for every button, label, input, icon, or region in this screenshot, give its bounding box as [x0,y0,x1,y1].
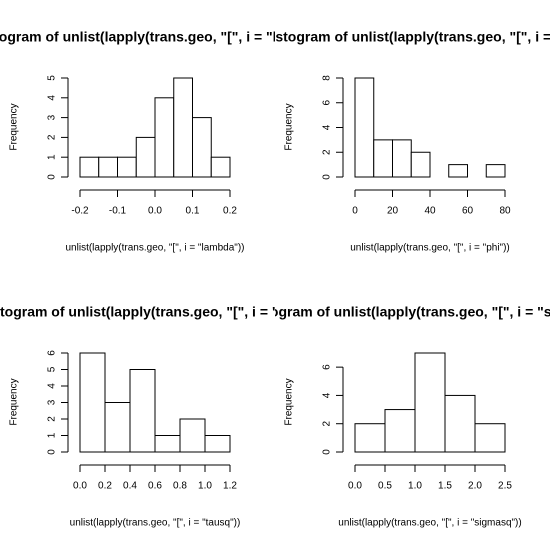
bar [173,77,193,178]
bar [204,435,231,453]
x-tick-label: 80 [499,206,511,217]
x-tick-label: -0.2 [71,206,89,217]
x-tick-label: 0.4 [123,481,137,492]
x-tick-label: 2.5 [498,481,512,492]
x-tick-label: 0.8 [173,481,187,492]
y-tick-label: 0 [47,174,58,180]
bar [179,418,206,453]
bar [104,402,131,453]
bar [414,352,446,453]
x-tick-label: 0.5 [378,481,392,492]
x-tick-label: 0 [352,206,358,217]
x-tick-label: 0.2 [98,481,112,492]
y-axis-title: Frequency [284,103,295,150]
x-tick-label: 20 [387,206,399,217]
x-tick-label: 1.5 [438,481,452,492]
chart-title: Histogram of unlist(lapply(trans.geo, "[… [0,29,338,45]
bar [129,369,156,453]
y-tick-label: 4 [322,392,333,398]
panel: 0 20 40 60 80 0 2 4 6 8 unlist(lapply(trans.geo, "… [261,29,550,254]
y-tick-label: 0 [47,449,58,455]
bar [373,139,393,178]
y-tick-label: 2 [322,149,333,155]
y-axis-title: Frequency [284,378,295,425]
y-tick-label: 2 [47,134,58,140]
bar [384,409,416,453]
y-tick-label: 1 [47,154,58,160]
y-tick-label: 2 [47,416,58,422]
bar [410,151,431,178]
bar [444,394,476,453]
bar [79,352,106,453]
chart-title: Histogram of unlist(lapply(trans.geo, "[… [0,304,332,320]
bar [79,156,100,178]
x-tick-label: 2.0 [468,481,482,492]
x-axis-title: unlist(lapply(trans.geo, "[", i = "lambd… [66,243,245,254]
y-tick-label: 6 [47,350,58,356]
bar [154,97,175,178]
x-axis-title: unlist(lapply(trans.geo, "[", i = "sigma… [338,518,521,529]
y-tick-label: 0 [322,449,333,455]
x-tick-label: 40 [424,206,436,217]
bar [135,136,156,178]
y-tick-label: 2 [322,420,333,426]
y-tick-label: 6 [322,100,333,106]
bar [448,164,468,178]
y-tick-label: 3 [47,114,58,120]
y-tick-label: 8 [322,75,333,81]
bar [392,139,412,178]
bar [154,435,181,453]
x-tick-label: 1.0 [198,481,212,492]
x-tick-label: 1.0 [408,481,422,492]
x-tick-label: 1.2 [223,481,237,492]
y-axis-title: Frequency [9,378,20,425]
bar [98,156,118,178]
bar [474,423,506,453]
bar [354,77,375,178]
y-tick-label: 5 [47,366,58,372]
bar [117,156,137,178]
x-tick-label: 60 [462,206,474,217]
x-tick-label: 0.2 [223,206,237,217]
x-tick-label: 0.6 [148,481,162,492]
y-axis-title: Frequency [9,103,20,150]
y-tick-label: 1 [47,432,58,438]
y-tick-label: 0 [322,174,333,180]
x-axis-title: unlist(lapply(trans.geo, "[", i = "phi")… [350,243,510,254]
x-tick-label: 0.1 [186,206,200,217]
bar [192,117,212,178]
panel: 0.0 0.2 0.4 0.6 0.8 1.0 1.2 0 1 2 3 4 5 6 unlist(lappl… [0,304,332,529]
y-tick-label: 6 [322,364,333,370]
y-tick-label: 5 [47,75,58,81]
y-tick-label: 4 [47,383,58,389]
panel: 0.0 0.5 1.0 1.5 2.0 2.5 0 2 4 6 unlist(lapply(tran… [243,304,550,529]
y-tick-label: 3 [47,399,58,405]
y-tick-label: 4 [322,124,333,130]
bar [210,156,231,178]
chart-title: Histogram of unlist(lapply(trans.geo, "[… [243,304,550,320]
x-tick-label: -0.1 [109,206,127,217]
bar [354,423,386,453]
bar [485,164,506,178]
y-tick-label: 4 [47,95,58,101]
panel: -0.2 -0.1 0.0 0.1 0.2 0 1 2 3 4 5 unlist(lapply(tra… [0,29,338,254]
x-axis-title: unlist(lapply(trans.geo, "[", i = "tausq… [70,518,241,529]
x-tick-label: 0.0 [148,206,162,217]
chart-title: Histogram of unlist(lapply(trans.geo, "[… [261,29,550,45]
x-tick-label: 0.0 [73,481,87,492]
x-tick-label: 0.0 [348,481,362,492]
